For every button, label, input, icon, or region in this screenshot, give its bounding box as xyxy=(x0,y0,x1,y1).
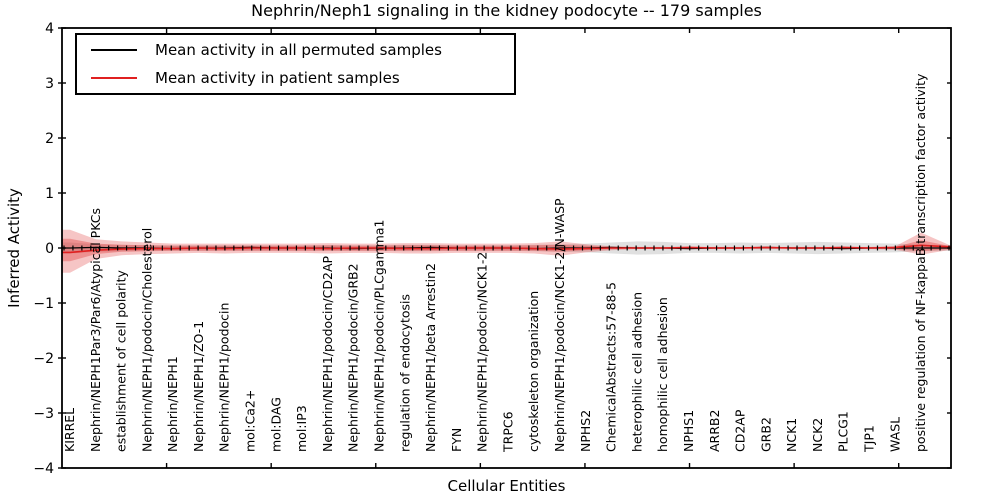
y-tick-label: 4 xyxy=(45,21,54,37)
patient-samples-range-inner xyxy=(62,238,951,262)
category-label: Nephrin/NEPH1/podocin xyxy=(217,303,232,452)
category-label: NPHS1 xyxy=(681,410,696,452)
category-label: Nephrin/NEPH1/podocin/NCK1-2/N-WASP xyxy=(552,198,567,452)
legend: Mean activity in all permuted samples Me… xyxy=(75,33,516,95)
patient-mean-line xyxy=(62,244,952,254)
y-axis-label: Inferred Activity xyxy=(5,188,23,308)
y-tick-label: −3 xyxy=(33,406,54,422)
category-label: regulation of endocytosis xyxy=(397,294,412,452)
y-tick-label: 3 xyxy=(45,76,54,92)
category-label: Nephrin/NEPH1/podocin/NCK1-2 xyxy=(475,252,490,452)
category-label: Nephrin/NEPH1/ZO-1 xyxy=(191,321,206,452)
category-label: WASL xyxy=(887,417,902,452)
legend-item-patient: Mean activity in patient samples xyxy=(77,66,514,90)
category-label: Nephrin/NEPH1 xyxy=(165,356,180,452)
category-label: ARRB2 xyxy=(707,410,722,452)
category-label: mol:DAG xyxy=(268,397,283,452)
category-label: NCK2 xyxy=(810,418,825,452)
patient-samples-range-outer xyxy=(62,229,951,273)
y-ticks: 4 3 2 1 0 −1 −2 −3 −4 xyxy=(33,21,951,477)
bands-layer xyxy=(62,229,951,273)
category-label: Nephrin/NEPH1Par3/Par6/Atypical PKCs xyxy=(88,208,103,452)
category-label: NCK1 xyxy=(784,418,799,452)
y-tick-label: 2 xyxy=(45,131,54,147)
y-tick-label: 1 xyxy=(45,186,54,202)
category-label: positive regulation of NF-kappaB transcr… xyxy=(913,73,928,452)
category-label: Nephrin/NEPH1/podocin/PLCgamma1 xyxy=(371,220,386,452)
series-lines xyxy=(62,244,952,254)
category-label: PLCG1 xyxy=(836,411,851,452)
category-label: Nephrin/NEPH1/podocin/CD2AP xyxy=(320,256,335,452)
y-tick-label: −2 xyxy=(33,351,54,367)
legend-line-sample-patient xyxy=(91,76,137,79)
category-label: CD2AP xyxy=(733,409,748,452)
category-label: mol:IP3 xyxy=(294,405,309,452)
category-label: NPHS2 xyxy=(578,410,593,452)
category-label: TRPC6 xyxy=(500,411,515,453)
x-ticks xyxy=(165,28,900,468)
category-label: TJP1 xyxy=(861,425,876,453)
y-tick-label: 0 xyxy=(45,241,54,257)
category-label: heterophilic cell adhesion xyxy=(629,292,644,452)
legend-item-permuted: Mean activity in all permuted samples xyxy=(77,38,514,62)
y-tick-label: −4 xyxy=(33,461,54,477)
legend-label-patient: Mean activity in patient samples xyxy=(155,68,400,87)
legend-label-permuted: Mean activity in all permuted samples xyxy=(155,41,442,60)
category-label: Nephrin/NEPH1/beta Arrestin2 xyxy=(423,263,438,452)
x-axis-label: Cellular Entities xyxy=(447,477,566,495)
category-label: establishment of cell polarity xyxy=(114,270,129,452)
chart-title: Nephrin/Neph1 signaling in the kidney po… xyxy=(251,1,762,20)
category-label: Nephrin/NEPH1/podocin/Cholesterol xyxy=(139,228,154,452)
category-label: cytoskeleton organization xyxy=(526,291,541,452)
category-label: mol:Ca2+ xyxy=(243,390,258,452)
category-label: Nephrin/NEPH1/podocin/GRB2 xyxy=(346,263,361,452)
y-tick-label: −1 xyxy=(33,296,54,312)
category-label: homophilic cell adhesion xyxy=(655,297,670,452)
category-labels: KIRREL Nephrin/NEPH1Par3/Par6/Atypical PK… xyxy=(62,73,928,453)
category-label: FYN xyxy=(449,428,464,452)
legend-line-sample-permuted xyxy=(91,49,137,52)
category-label: GRB2 xyxy=(758,417,773,452)
category-label: ChemicalAbstracts:57-88-5 xyxy=(604,282,619,452)
category-label: KIRREL xyxy=(62,408,77,452)
